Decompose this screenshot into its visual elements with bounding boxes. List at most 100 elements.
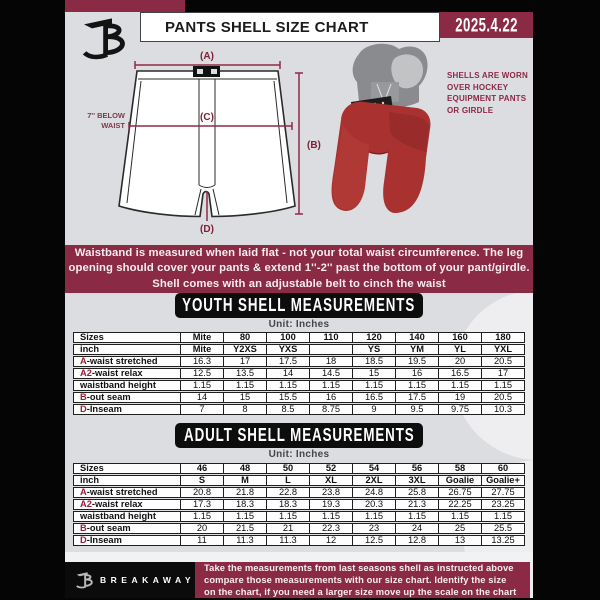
measurement-cell: 22.3 <box>310 523 353 534</box>
measurement-cell: YS <box>353 344 396 355</box>
measurement-cell: 54 <box>353 463 396 474</box>
measurement-cell: YM <box>396 344 439 355</box>
table-row: B-out seam 14 15 15.5 16 16.5 17.5 19 20.5 <box>73 392 525 403</box>
measurement-cell: 15 <box>224 392 267 403</box>
row-label: waistband height <box>73 380 181 391</box>
measurement-cell: 48 <box>224 463 267 474</box>
measurement-cell: 1.15 <box>396 380 439 391</box>
table-row: A2-waist relax 12.5 13.5 14 14.5 15 16 16.5 17 <box>73 368 525 379</box>
measurement-cell: 22.25 <box>439 499 482 510</box>
measurement-cell: 11.3 <box>267 535 310 546</box>
measurement-cell: 9 <box>353 404 396 415</box>
measurement-cell: 20.5 <box>482 356 525 367</box>
table-row: A-waist stretched 20.8 21.8 22.8 23.8 24.8 25.… <box>73 487 525 498</box>
measurement-cell: 12 <box>310 535 353 546</box>
measurement-cell: 1.15 <box>353 511 396 522</box>
measurement-cell: 1.15 <box>396 511 439 522</box>
size-chart-page: PANTS SHELL SIZE CHART 2025.4.22 (A) <box>65 12 533 598</box>
measurement-cell: 21.8 <box>224 487 267 498</box>
breakaway-logo-icon <box>82 18 125 60</box>
table-row: A-waist stretched 16.3 17 17.5 18 18.5 19.5 20 2… <box>73 356 525 367</box>
adult-measurements-table: Sizes 46 48 50 52 54 56 58 60 inch S M L XL 2XL 3XL Goal… <box>73 462 525 547</box>
measurement-cell: 13.5 <box>224 368 267 379</box>
row-label: inch <box>73 475 181 486</box>
measurement-cell: XL <box>310 475 353 486</box>
measurement-cell: 24 <box>396 523 439 534</box>
measurement-cell: 7 <box>181 404 224 415</box>
brand-name: BREAKAWAY <box>100 575 195 585</box>
measurement-cell: 160 <box>439 332 482 343</box>
date-text: 2025.4.22 <box>455 13 518 37</box>
measurement-cell: 110 <box>310 332 353 343</box>
row-label: Sizes <box>73 332 181 343</box>
measurement-cell: 17 <box>482 368 525 379</box>
measurement-cell: 19.3 <box>310 499 353 510</box>
measurement-cell: S <box>181 475 224 486</box>
measurement-cell: 21.3 <box>396 499 439 510</box>
row-label: inch <box>73 344 181 355</box>
measurement-cell: 1.15 <box>482 511 525 522</box>
belt-buckle-icon <box>193 66 220 77</box>
row-label: waistband height <box>73 511 181 522</box>
measurement-cell: 27.75 <box>482 487 525 498</box>
measurement-cell: 1.15 <box>224 380 267 391</box>
measurement-cell: 23 <box>353 523 396 534</box>
measurement-cell: 1.15 <box>439 511 482 522</box>
measurement-cell: 20.3 <box>353 499 396 510</box>
measurement-cell: Goalie <box>439 475 482 486</box>
measurement-cell: 58 <box>439 463 482 474</box>
page-title: PANTS SHELL SIZE CHART <box>165 18 369 36</box>
measurement-cell: Mite <box>181 332 224 343</box>
measurement-cell: 1.15 <box>224 511 267 522</box>
measurement-cell: 60 <box>482 463 525 474</box>
table-row: inch S M L XL 2XL 3XL Goalie Goalie+ <box>73 475 525 486</box>
measurement-cell: 17.3 <box>181 499 224 510</box>
info-banner-text: Waistband is measured when laid flat - n… <box>68 246 530 290</box>
measurement-cell: 25 <box>439 523 482 534</box>
measurement-cell: 25.5 <box>482 523 525 534</box>
youth-unit-label: Unit: Inches <box>268 319 330 330</box>
measurement-cell: Y2XS <box>224 344 267 355</box>
dimension-label-c: (C) <box>200 112 214 123</box>
measurement-cell: 14.5 <box>310 368 353 379</box>
measurement-cell: 25.8 <box>396 487 439 498</box>
measurement-cell: 8.75 <box>310 404 353 415</box>
measurement-cell: YXS <box>267 344 310 355</box>
measurement-cell: 180 <box>482 332 525 343</box>
measurement-cell: 12.5 <box>353 535 396 546</box>
measurement-cell: 8 <box>224 404 267 415</box>
measurement-cell: Mite <box>181 344 224 355</box>
measurement-cell: 18.3 <box>267 499 310 510</box>
row-label: A2-waist relax <box>73 368 181 379</box>
measurement-cell: 1.15 <box>181 380 224 391</box>
measurement-cell: 1.15 <box>439 380 482 391</box>
measurement-cell: 11.3 <box>224 535 267 546</box>
measurement-cell: 1.15 <box>267 511 310 522</box>
measurement-cell: 1.15 <box>482 380 525 391</box>
adult-unit-label: Unit: Inches <box>268 449 330 460</box>
measurement-cell: 120 <box>353 332 396 343</box>
measurement-cell: L <box>267 475 310 486</box>
measurement-cell: 21 <box>267 523 310 534</box>
table-row: A2-waist relax 17.3 18.3 18.3 19.3 20.3 21.3 22… <box>73 499 525 510</box>
waist-depth-note: WAIST <box>101 121 125 130</box>
measurement-cell: 16 <box>396 368 439 379</box>
measurement-cell: 16.5 <box>439 368 482 379</box>
measurement-cell: 23.8 <box>310 487 353 498</box>
adult-heading: ADULT SHELL MEASUREMENTS <box>183 425 415 446</box>
measurement-cell: 20.5 <box>482 392 525 403</box>
dimension-label-d: (D) <box>200 224 214 235</box>
table-row: waistband height 1.15 1.15 1.15 1.15 1.15 1.15… <box>73 511 525 522</box>
measurement-cell: M <box>224 475 267 486</box>
waist-depth-note: 7'' BELOW <box>87 111 126 120</box>
row-label: A2-waist relax <box>73 499 181 510</box>
date-badge: 2025.4.22 <box>440 12 533 38</box>
measurement-cell: 19.5 <box>396 356 439 367</box>
row-label: A-waist stretched <box>73 356 181 367</box>
measurement-cell: 1.15 <box>181 511 224 522</box>
measurement-cell: 20.8 <box>181 487 224 498</box>
measurement-cell: 9.5 <box>396 404 439 415</box>
footer-instructions: Take the measurements from last seasons … <box>204 561 517 598</box>
measurement-cell: 11 <box>181 535 224 546</box>
measurement-cell: 80 <box>224 332 267 343</box>
